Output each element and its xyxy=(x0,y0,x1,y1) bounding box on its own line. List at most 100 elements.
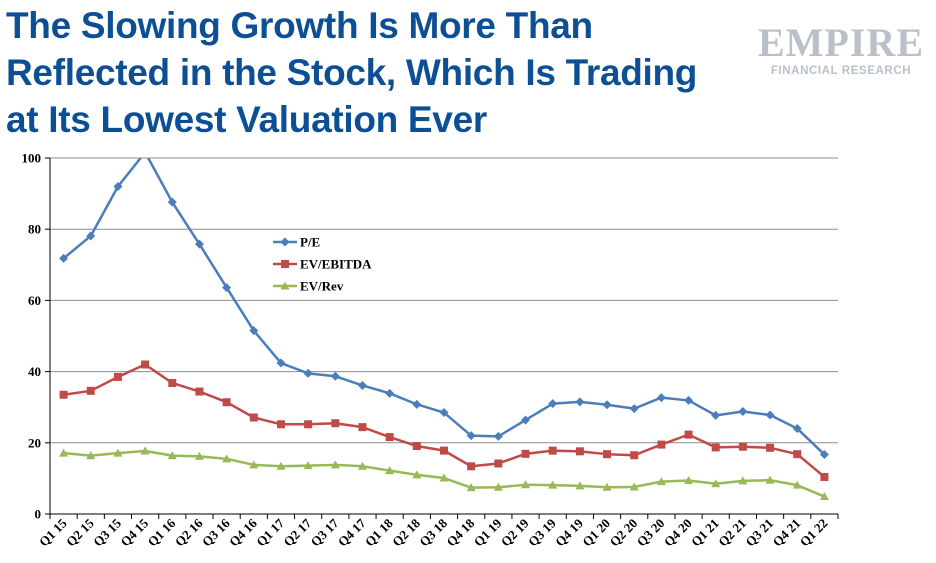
y-tick-label: 0 xyxy=(35,507,42,522)
data-point-ev-rev xyxy=(466,483,476,492)
chart-legend: P/E EV/EBITDA EV/Rev xyxy=(273,235,372,294)
data-point-ev-ebitda xyxy=(113,372,122,381)
data-point-ev-rev xyxy=(303,461,313,470)
logo-main-text: EMPIRE xyxy=(758,20,924,65)
data-point-ev-rev xyxy=(249,460,259,469)
data-point-p-e xyxy=(629,404,639,414)
x-tick-label: Q3 17 xyxy=(308,515,342,549)
page-title-line-3: at Its Lowest Valuation Ever xyxy=(6,99,487,140)
data-point-ev-rev xyxy=(711,479,721,488)
data-point-ev-ebitda xyxy=(575,447,584,456)
data-point-ev-ebitda xyxy=(412,442,421,451)
data-point-p-e xyxy=(738,406,748,416)
data-point-ev-ebitda xyxy=(684,430,693,439)
page-title-line-2: Reflected in the Stock, Which Is Trading xyxy=(6,52,698,93)
data-point-ev-ebitda xyxy=(657,440,666,449)
legend-swatch-marker xyxy=(281,260,289,268)
data-point-p-e xyxy=(602,400,612,410)
data-point-ev-rev xyxy=(493,482,503,491)
x-tick-label: Q3 21 xyxy=(742,516,776,550)
data-point-ev-ebitda xyxy=(711,443,720,452)
series-line-ev-ebitda xyxy=(63,363,826,478)
data-point-p-e xyxy=(194,239,204,249)
data-point-ev-ebitda xyxy=(793,450,802,459)
data-point-ev-ebitda xyxy=(276,420,285,429)
legend-item-ev-rev: EV/Rev xyxy=(273,279,344,294)
data-point-p-e xyxy=(59,253,69,263)
x-tick-label: Q2 21 xyxy=(715,516,749,550)
data-point-p-e xyxy=(141,148,150,157)
x-tick-label: Q3 20 xyxy=(634,516,668,550)
data-point-p-e xyxy=(521,415,531,425)
data-point-ev-rev xyxy=(629,482,639,491)
x-tick-label: Q1 19 xyxy=(471,515,505,549)
x-tick-label: Q4 20 xyxy=(661,516,695,550)
data-point-ev-rev xyxy=(59,448,69,457)
data-point-ev-rev xyxy=(330,460,340,469)
data-point-ev-rev xyxy=(412,470,422,479)
data-point-p-e xyxy=(439,408,449,418)
data-point-ev-ebitda xyxy=(59,390,68,399)
data-point-ev-rev xyxy=(86,451,96,460)
data-point-p-e xyxy=(86,231,96,241)
data-point-ev-rev xyxy=(548,480,558,489)
data-point-ev-rev xyxy=(521,480,531,489)
data-point-p-e xyxy=(765,410,775,420)
x-tick-label: Q1 18 xyxy=(362,515,396,549)
x-tick-label: Q2 17 xyxy=(280,515,314,549)
x-tick-label: Q2 19 xyxy=(498,515,532,549)
data-point-ev-ebitda xyxy=(222,398,231,407)
data-point-ev-ebitda xyxy=(521,449,530,458)
legend-item-p-e: P/E xyxy=(273,235,320,250)
data-point-p-e xyxy=(684,395,694,405)
y-tick-label: 20 xyxy=(28,435,41,450)
data-point-ev-ebitda xyxy=(141,360,150,369)
series-ev-rev xyxy=(59,446,829,501)
data-point-ev-ebitda xyxy=(548,446,557,455)
data-point-p-e xyxy=(249,326,259,336)
empire-logo: EMPIRE FINANCIAL RESEARCH xyxy=(751,22,931,78)
data-point-ev-rev xyxy=(140,446,150,455)
data-point-ev-ebitda xyxy=(820,472,829,481)
data-point-ev-ebitda xyxy=(304,420,313,429)
x-tick-label: Q4 18 xyxy=(443,515,477,549)
data-point-ev-rev xyxy=(656,477,666,486)
data-point-p-e xyxy=(385,388,395,398)
data-point-ev-ebitda xyxy=(494,459,503,468)
page-title: The Slowing Growth Is More Than Reflecte… xyxy=(6,2,766,143)
x-tick-label: Q3 15 xyxy=(90,515,124,549)
data-point-ev-ebitda xyxy=(766,443,775,452)
data-point-ev-rev xyxy=(684,476,694,485)
data-point-p-e xyxy=(711,410,721,420)
x-tick-label: Q3 16 xyxy=(199,515,233,549)
data-point-p-e xyxy=(493,431,503,441)
x-tick-label: Q1 20 xyxy=(579,516,613,550)
data-point-p-e xyxy=(222,283,232,293)
x-tick-label: Q3 19 xyxy=(525,515,559,549)
legend-item-ev-ebitda: EV/EBITDA xyxy=(273,257,372,272)
x-tick-label: Q1 21 xyxy=(688,516,722,550)
data-point-ev-rev xyxy=(738,476,748,485)
data-point-p-e xyxy=(276,358,286,368)
x-tick-label: Q4 16 xyxy=(226,515,260,549)
data-point-ev-ebitda xyxy=(440,446,448,455)
data-point-p-e xyxy=(412,399,422,409)
data-point-p-e xyxy=(303,368,313,378)
x-tick-label: Q4 15 xyxy=(117,515,151,549)
data-point-p-e xyxy=(819,450,829,460)
series-p-e xyxy=(59,148,829,460)
data-point-ev-rev xyxy=(765,475,775,484)
data-point-p-e xyxy=(575,397,585,407)
data-point-ev-ebitda xyxy=(168,378,177,387)
data-point-ev-ebitda xyxy=(358,423,367,432)
data-point-p-e xyxy=(548,399,558,409)
legend-label: EV/EBITDA xyxy=(300,257,372,272)
data-point-ev-ebitda xyxy=(467,462,476,471)
grid-layer xyxy=(50,157,838,444)
legend-label: EV/Rev xyxy=(300,279,344,294)
y-tick-label: 100 xyxy=(22,151,42,166)
data-point-p-e xyxy=(357,380,367,390)
x-tick-label: Q1 22 xyxy=(797,516,831,550)
y-tick-label: 40 xyxy=(28,364,41,379)
